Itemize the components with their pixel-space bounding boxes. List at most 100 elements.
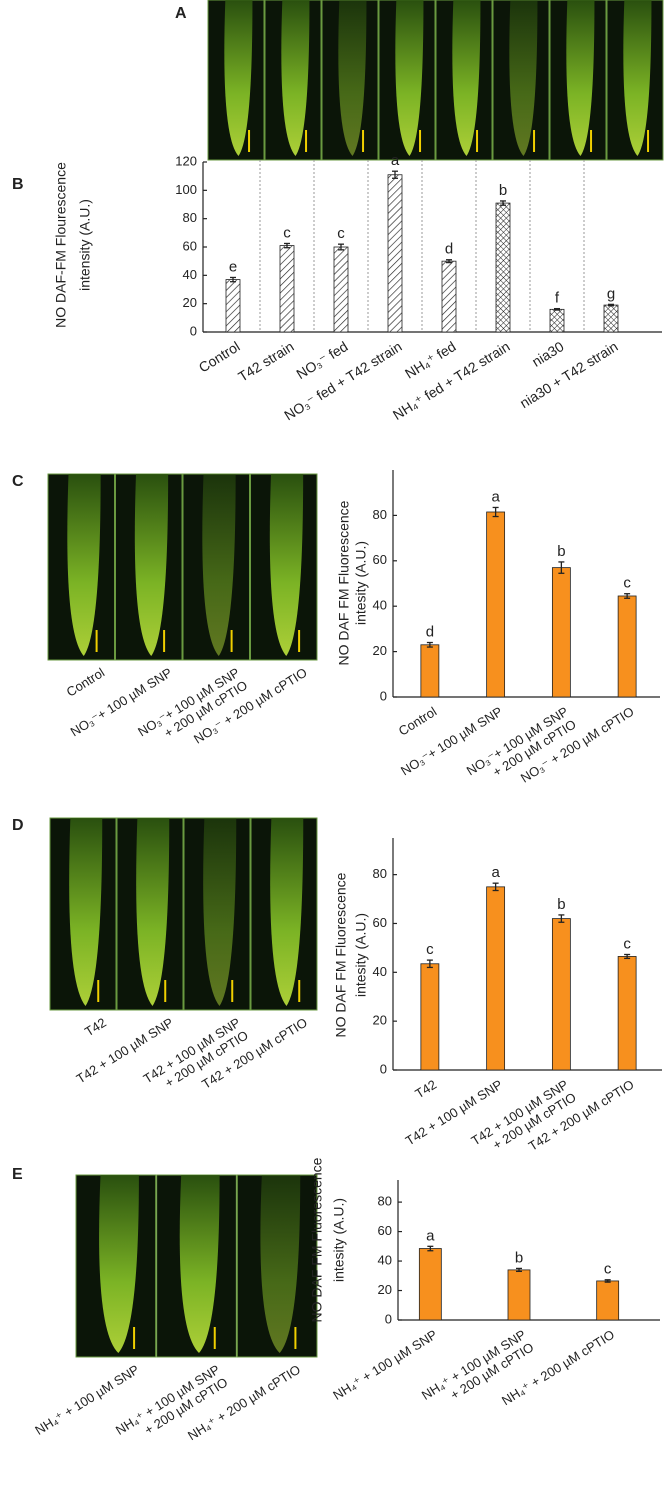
y-tick-label: 20	[373, 1013, 387, 1028]
bar	[551, 567, 571, 698]
y-axis-label: intesity (A.U.)	[331, 1198, 347, 1282]
error-bar	[426, 641, 433, 648]
bar	[279, 245, 295, 333]
error-bar	[427, 1245, 434, 1252]
error-bar	[392, 170, 398, 179]
root	[509, 0, 538, 156]
x-tick-label: T42 strain	[235, 338, 296, 385]
root	[99, 1175, 139, 1353]
x-tick-label-group: T42	[412, 1077, 439, 1102]
error-bar	[558, 561, 565, 574]
bar	[507, 1269, 531, 1321]
y-tick-label: 20	[378, 1282, 392, 1297]
y-tick-label: 40	[373, 964, 387, 979]
bar	[420, 963, 440, 1071]
image-label-group: T42	[82, 1015, 109, 1040]
y-tick-label: 100	[175, 182, 197, 197]
root	[203, 818, 237, 1006]
root	[224, 0, 253, 156]
image-label-group: Control	[64, 665, 108, 700]
y-tick-label: 40	[373, 598, 387, 613]
y-tick-label: 40	[183, 267, 197, 282]
bar	[549, 308, 565, 333]
root	[452, 0, 481, 156]
root	[179, 1175, 220, 1353]
significance-letter: e	[229, 258, 237, 275]
bar	[420, 644, 440, 698]
significance-letter: b	[557, 896, 565, 913]
y-axis-label: NO DAF-FM Flourescence	[53, 162, 69, 328]
error-bar	[492, 882, 499, 892]
y-axis-label: intensity (A.U.)	[77, 199, 93, 291]
root	[202, 474, 236, 656]
significance-letter: a	[391, 152, 400, 169]
root	[269, 474, 304, 656]
significance-letter: a	[491, 864, 500, 881]
y-tick-label: 60	[378, 1223, 392, 1238]
x-tick-label: nia30 + T42 strain	[517, 338, 621, 411]
root	[270, 818, 304, 1006]
bar	[495, 202, 511, 333]
y-tick-label: 60	[373, 915, 387, 930]
y-tick-label: 0	[380, 1061, 387, 1076]
panel-label: E	[12, 1166, 23, 1183]
root	[67, 474, 101, 656]
panel-label: A	[175, 5, 187, 22]
y-tick-label: 60	[373, 552, 387, 567]
x-tick-label: T42	[412, 1077, 439, 1102]
panel-label: C	[12, 473, 24, 490]
bar	[596, 1280, 620, 1321]
y-tick-label: 40	[378, 1252, 392, 1267]
bar	[486, 886, 506, 1071]
root	[395, 0, 424, 156]
root	[281, 0, 310, 156]
panel-label: B	[12, 176, 24, 193]
bar	[551, 918, 571, 1071]
error-bar	[624, 593, 631, 599]
significance-letter: d	[426, 623, 434, 640]
significance-letter: f	[555, 290, 560, 307]
bar	[617, 956, 637, 1071]
error-bar	[446, 259, 452, 264]
y-tick-label: 0	[385, 1311, 392, 1326]
root	[338, 0, 367, 156]
significance-letter: b	[557, 543, 565, 560]
root	[136, 818, 170, 1006]
y-tick-label: 120	[175, 153, 197, 168]
y-tick-label: 20	[373, 643, 387, 658]
y-tick-label: 80	[373, 866, 387, 881]
error-bar	[338, 243, 344, 251]
bar	[333, 246, 349, 333]
significance-letter: a	[491, 488, 500, 505]
panel-label: D	[12, 817, 24, 834]
root	[623, 0, 652, 156]
y-axis-label: intesity (A.U.)	[353, 541, 369, 625]
error-bar	[230, 276, 236, 283]
bar	[387, 174, 403, 333]
error-bar	[608, 303, 614, 307]
root	[134, 474, 169, 656]
y-tick-label: 0	[380, 688, 387, 703]
x-tick-label: Control	[396, 704, 440, 739]
y-axis-label: NO DAF FM Fluorescence	[333, 872, 349, 1037]
y-axis-label: NO DAF FM Fluorescence	[336, 500, 352, 665]
significance-letter: g	[607, 285, 615, 302]
error-bar	[284, 242, 290, 249]
image-label: Control	[64, 665, 108, 700]
root	[69, 818, 103, 1006]
root	[260, 1175, 301, 1353]
error-bar	[558, 914, 565, 923]
y-axis-label: intesity (A.U.)	[353, 913, 369, 997]
significance-letter: c	[337, 225, 345, 242]
significance-letter: d	[445, 241, 453, 258]
bar	[617, 595, 637, 698]
y-axis-label: NO DAF FM Fluorescence	[309, 1157, 325, 1322]
error-bar	[554, 307, 560, 311]
significance-letter: b	[515, 1249, 523, 1266]
error-bar	[492, 506, 499, 518]
significance-letter: c	[426, 941, 434, 958]
significance-letter: c	[604, 1261, 612, 1278]
bar	[603, 304, 619, 333]
bar	[418, 1248, 442, 1321]
